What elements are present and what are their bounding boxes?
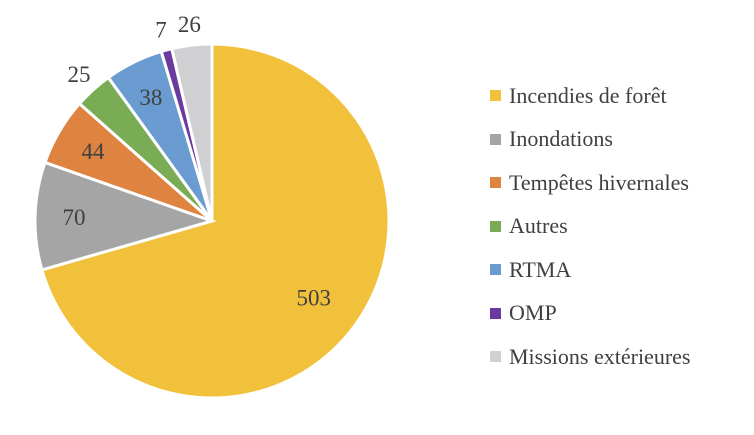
data-label: 70 bbox=[62, 205, 85, 230]
pie-slice bbox=[33, 160, 217, 272]
legend-swatch-3 bbox=[490, 220, 501, 232]
legend-label: OMP bbox=[509, 300, 557, 326]
legend-swatch-0 bbox=[490, 90, 501, 102]
pie-slice bbox=[169, 42, 214, 222]
data-label: 25 bbox=[67, 62, 90, 87]
data-label: 7 bbox=[155, 17, 167, 42]
legend-swatch-2 bbox=[490, 177, 501, 189]
legend-label: RTMA bbox=[509, 256, 572, 282]
legend-item: OMP bbox=[490, 292, 690, 336]
legend-swatch-6 bbox=[490, 351, 501, 363]
legend-item: Tempêtes hivernales bbox=[490, 161, 690, 205]
legend-label: Incendies de forêt bbox=[509, 82, 667, 108]
legend-label: Inondations bbox=[509, 126, 613, 152]
legend-item: RTMA bbox=[490, 248, 690, 292]
legend-item: Autres bbox=[490, 205, 690, 249]
legend-label: Missions extérieures bbox=[509, 343, 691, 369]
legend-label: Tempêtes hivernales bbox=[509, 169, 689, 195]
data-label: 38 bbox=[139, 85, 162, 110]
legend: Incendies de forêt Inondations Tempêtes … bbox=[490, 74, 690, 379]
data-label: 503 bbox=[297, 286, 332, 311]
legend-swatch-5 bbox=[490, 307, 501, 319]
legend-swatch-4 bbox=[490, 264, 501, 276]
data-label: 44 bbox=[81, 139, 105, 164]
data-label: 26 bbox=[178, 12, 201, 37]
legend-item: Incendies de forêt bbox=[490, 74, 690, 118]
legend-swatch-1 bbox=[490, 133, 501, 145]
legend-item: Inondations bbox=[490, 118, 690, 162]
legend-label: Autres bbox=[509, 213, 568, 239]
legend-item: Missions extérieures bbox=[490, 335, 690, 379]
